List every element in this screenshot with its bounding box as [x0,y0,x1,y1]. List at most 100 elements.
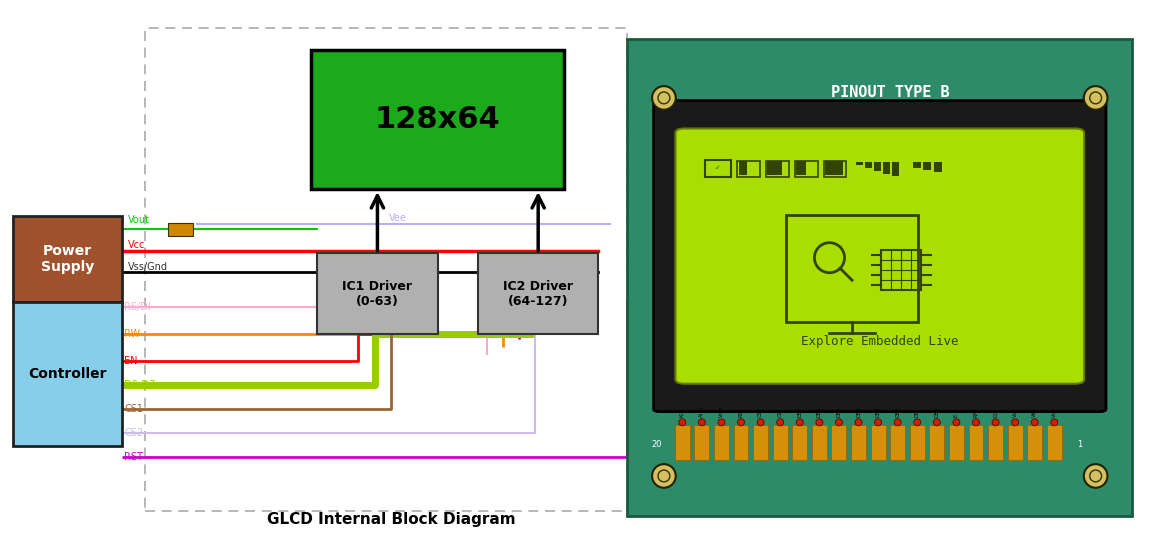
Bar [13,216,122,302]
Text: Vo: Vo [1013,411,1017,417]
Bar [714,425,729,460]
Bar [870,425,885,460]
Ellipse shape [894,419,901,426]
Bar [1027,425,1042,460]
Bar [767,161,790,176]
Bar [733,425,748,460]
Bar [855,162,862,165]
Ellipse shape [1084,86,1107,110]
Bar [874,162,881,171]
Text: DB7: DB7 [798,407,802,417]
Bar [892,162,899,176]
Text: DB5: DB5 [837,407,841,417]
Bar [738,161,761,176]
Ellipse shape [973,419,980,426]
Ellipse shape [816,419,823,426]
Bar [909,425,924,460]
Text: IC2 Driver
(64-127): IC2 Driver (64-127) [503,280,573,308]
Bar [753,425,768,460]
Bar [792,425,807,460]
Ellipse shape [796,419,803,426]
Text: Explore Embedded Live: Explore Embedded Live [801,335,959,348]
Ellipse shape [699,419,706,426]
Ellipse shape [914,419,921,426]
Bar [824,161,844,176]
Ellipse shape [836,419,843,426]
Bar [318,253,437,334]
Ellipse shape [1031,419,1038,426]
Text: E: E [954,414,959,417]
Bar [882,250,922,290]
Text: A(+): A(+) [700,406,704,417]
Bar [929,425,944,460]
Text: 20: 20 [651,439,662,448]
Text: DB4: DB4 [856,407,861,417]
Ellipse shape [1012,419,1019,426]
Text: CS1: CS1 [124,404,143,414]
Bar [823,161,846,176]
Bar [478,253,599,334]
Bar [864,162,871,168]
Text: CS1: CS1 [778,407,783,417]
Text: 1: 1 [1077,439,1082,448]
Bar [772,425,787,460]
Bar [795,161,817,176]
Bar [768,161,782,176]
Bar [831,425,846,460]
Bar [168,223,193,236]
Bar [1007,425,1022,460]
Bar [948,425,963,460]
Text: RST: RST [739,407,744,417]
Bar [890,425,905,460]
Bar [811,425,826,460]
Bar [923,162,931,170]
Ellipse shape [933,419,940,426]
Ellipse shape [1051,419,1058,426]
Text: Vee: Vee [389,213,406,223]
Ellipse shape [855,419,862,426]
Text: EN: EN [124,356,138,365]
Text: CS2: CS2 [124,428,144,438]
Bar [796,161,807,176]
Bar [933,162,942,172]
Bar [851,425,866,460]
Ellipse shape [653,464,676,488]
Text: DB0: DB0 [935,407,939,417]
Ellipse shape [777,419,784,426]
Text: D0-D7: D0-D7 [124,380,155,390]
FancyBboxPatch shape [654,101,1106,412]
Ellipse shape [679,419,686,426]
Bar [627,39,1133,516]
Bar [968,425,983,460]
FancyBboxPatch shape [676,128,1084,384]
Bar [13,302,122,446]
Text: CS2: CS2 [759,407,763,417]
Text: RW: RW [124,329,140,339]
Text: D/I: D/I [993,410,998,417]
Bar [706,160,731,176]
Text: K(-): K(-) [680,408,685,417]
Text: PINOUT TYPE B: PINOUT TYPE B [831,85,950,100]
Ellipse shape [738,419,745,426]
Bar [145,28,627,511]
Text: DB3: DB3 [876,407,881,417]
Bar [312,50,564,189]
Bar [739,161,747,176]
Text: RS/DI: RS/DI [124,302,151,312]
Text: Controller: Controller [28,367,107,381]
Text: 128x64: 128x64 [375,105,501,134]
Bar [786,215,918,322]
Text: DB6: DB6 [817,407,822,417]
Ellipse shape [757,419,764,426]
Text: Vcc: Vcc [128,240,145,250]
Text: Vdd: Vdd [1032,407,1037,417]
Text: DB2: DB2 [895,407,900,417]
Bar [988,425,1003,460]
Text: IC1 Driver
(0-63): IC1 Driver (0-63) [343,280,412,308]
Ellipse shape [718,419,725,426]
Text: DB1: DB1 [915,407,920,417]
Ellipse shape [875,419,882,426]
Bar [913,162,921,168]
Ellipse shape [953,419,960,426]
Bar [1047,425,1061,460]
